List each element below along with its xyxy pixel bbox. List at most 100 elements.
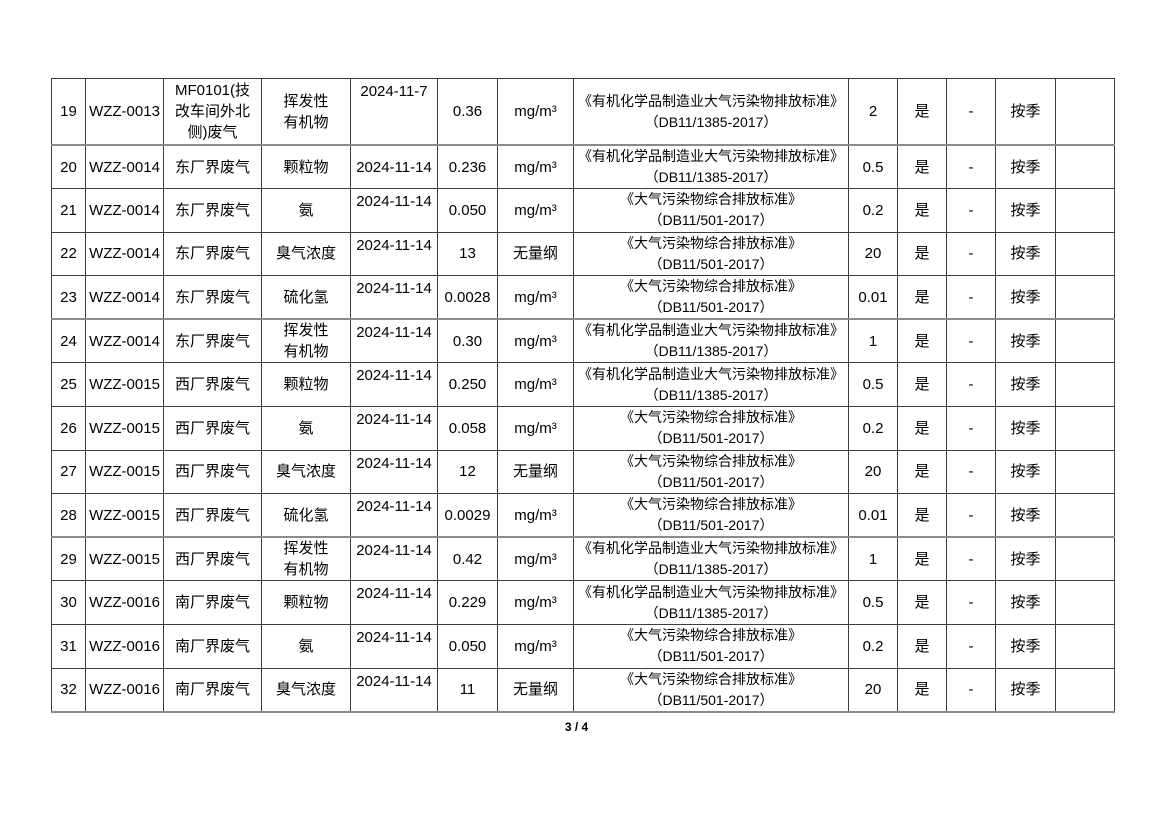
frequency-cell: 按季	[995, 318, 1056, 364]
row-number-cell: 24	[51, 318, 86, 364]
pollutant-cell: 颗粒物	[261, 144, 351, 190]
exceedance-cell: -	[946, 667, 996, 713]
frequency-cell: 按季	[995, 449, 1056, 495]
unit-cell: 无量纲	[497, 667, 574, 713]
unit-cell: 无量纲	[497, 449, 574, 495]
monitor-location-cell: 南厂界废气	[163, 580, 262, 626]
monitor-location-cell: 西厂界废气	[163, 493, 262, 538]
monitor-date-cell: 2024-11-14	[350, 580, 438, 626]
monitor-date-cell: 2024-11-14	[350, 406, 438, 451]
monitor-date-cell: 2024-11-14	[350, 275, 438, 320]
compliance-cell: 是	[897, 188, 947, 233]
limit-value-cell: 1	[848, 318, 898, 364]
table-row: 20 WZZ-0014 东厂界废气 颗粒物 2024-11-14 0.236 m…	[51, 144, 1115, 190]
monitor-location-cell: 东厂界废气	[163, 188, 262, 233]
remark-cell	[1055, 188, 1115, 233]
measured-value-cell: 0.30	[437, 318, 498, 364]
row-number-cell: 20	[51, 144, 86, 190]
monitor-location-cell: 东厂界废气	[163, 318, 262, 364]
unit-cell: mg/m³	[497, 78, 574, 146]
row-number-cell: 32	[51, 667, 86, 713]
measured-value-cell: 11	[437, 667, 498, 713]
remark-cell	[1055, 493, 1115, 538]
remark-cell	[1055, 406, 1115, 451]
monitor-point-code-cell: WZZ-0016	[85, 624, 164, 669]
table-row: 27 WZZ-0015 西厂界废气 臭气浓度 2024-11-14 12 无量纲…	[51, 449, 1115, 495]
frequency-cell: 按季	[995, 580, 1056, 626]
row-number-cell: 28	[51, 493, 86, 538]
table-row: 19 WZZ-0013 MF0101(技 改车间外北 侧)废气 挥发性 有机物 …	[51, 78, 1115, 146]
monitor-point-code-cell: WZZ-0014	[85, 318, 164, 364]
monitor-point-code-cell: WZZ-0014	[85, 144, 164, 190]
exceedance-cell: -	[946, 493, 996, 538]
pollutant-cell: 硫化氢	[261, 493, 351, 538]
compliance-cell: 是	[897, 231, 947, 277]
unit-cell: mg/m³	[497, 318, 574, 364]
table-row: 28 WZZ-0015 西厂界废气 硫化氢 2024-11-14 0.0029 …	[51, 493, 1115, 538]
remark-cell	[1055, 78, 1115, 146]
measured-value-cell: 12	[437, 449, 498, 495]
standard-cell: 《大气污染物综合排放标准》 （DB11/501-2017）	[573, 624, 849, 669]
unit-cell: mg/m³	[497, 624, 574, 669]
standard-cell: 《有机化学品制造业大气污染物排放标准》 （DB11/1385-2017）	[573, 580, 849, 626]
unit-cell: mg/m³	[497, 580, 574, 626]
compliance-cell: 是	[897, 536, 947, 582]
row-number-cell: 19	[51, 78, 86, 146]
row-number-cell: 23	[51, 275, 86, 320]
pollutant-cell: 挥发性 有机物	[261, 536, 351, 582]
compliance-cell: 是	[897, 78, 947, 146]
monitor-point-code-cell: WZZ-0014	[85, 275, 164, 320]
monitor-point-code-cell: WZZ-0015	[85, 406, 164, 451]
limit-value-cell: 20	[848, 231, 898, 277]
exceedance-cell: -	[946, 318, 996, 364]
standard-cell: 《大气污染物综合排放标准》 （DB11/501-2017）	[573, 493, 849, 538]
frequency-cell: 按季	[995, 406, 1056, 451]
limit-value-cell: 0.5	[848, 580, 898, 626]
remark-cell	[1055, 624, 1115, 669]
measured-value-cell: 0.42	[437, 536, 498, 582]
unit-cell: mg/m³	[497, 188, 574, 233]
pollutant-cell: 氨	[261, 624, 351, 669]
remark-cell	[1055, 275, 1115, 320]
remark-cell	[1055, 536, 1115, 582]
standard-cell: 《有机化学品制造业大气污染物排放标准》 （DB11/1385-2017）	[573, 536, 849, 582]
limit-value-cell: 0.5	[848, 144, 898, 190]
remark-cell	[1055, 318, 1115, 364]
unit-cell: 无量纲	[497, 231, 574, 277]
unit-cell: mg/m³	[497, 144, 574, 190]
monitor-location-cell: 西厂界废气	[163, 449, 262, 495]
measured-value-cell: 0.36	[437, 78, 498, 146]
unit-cell: mg/m³	[497, 406, 574, 451]
monitor-date-cell: 2024-11-14	[350, 144, 438, 190]
monitor-date-cell: 2024-11-14	[350, 624, 438, 669]
row-number-cell: 26	[51, 406, 86, 451]
monitor-location-cell: 东厂界废气	[163, 144, 262, 190]
monitor-point-code-cell: WZZ-0013	[85, 78, 164, 146]
standard-cell: 《有机化学品制造业大气污染物排放标准》 （DB11/1385-2017）	[573, 144, 849, 190]
exceedance-cell: -	[946, 231, 996, 277]
compliance-cell: 是	[897, 449, 947, 495]
limit-value-cell: 0.2	[848, 624, 898, 669]
frequency-cell: 按季	[995, 667, 1056, 713]
limit-value-cell: 0.5	[848, 362, 898, 408]
measured-value-cell: 0.050	[437, 624, 498, 669]
row-number-cell: 29	[51, 536, 86, 582]
exceedance-cell: -	[946, 362, 996, 408]
monitor-date-cell: 2024-11-14	[350, 493, 438, 538]
limit-value-cell: 20	[848, 449, 898, 495]
frequency-cell: 按季	[995, 362, 1056, 408]
monitor-date-cell: 2024-11-14	[350, 667, 438, 713]
frequency-cell: 按季	[995, 144, 1056, 190]
compliance-cell: 是	[897, 362, 947, 408]
compliance-cell: 是	[897, 318, 947, 364]
table-row: 32 WZZ-0016 南厂界废气 臭气浓度 2024-11-14 11 无量纲…	[51, 667, 1115, 713]
remark-cell	[1055, 144, 1115, 190]
table-row: 31 WZZ-0016 南厂界废气 氨 2024-11-14 0.050 mg/…	[51, 624, 1115, 669]
remark-cell	[1055, 231, 1115, 277]
monitor-date-cell: 2024-11-14	[350, 188, 438, 233]
measured-value-cell: 0.236	[437, 144, 498, 190]
measured-value-cell: 0.050	[437, 188, 498, 233]
exceedance-cell: -	[946, 188, 996, 233]
compliance-cell: 是	[897, 275, 947, 320]
